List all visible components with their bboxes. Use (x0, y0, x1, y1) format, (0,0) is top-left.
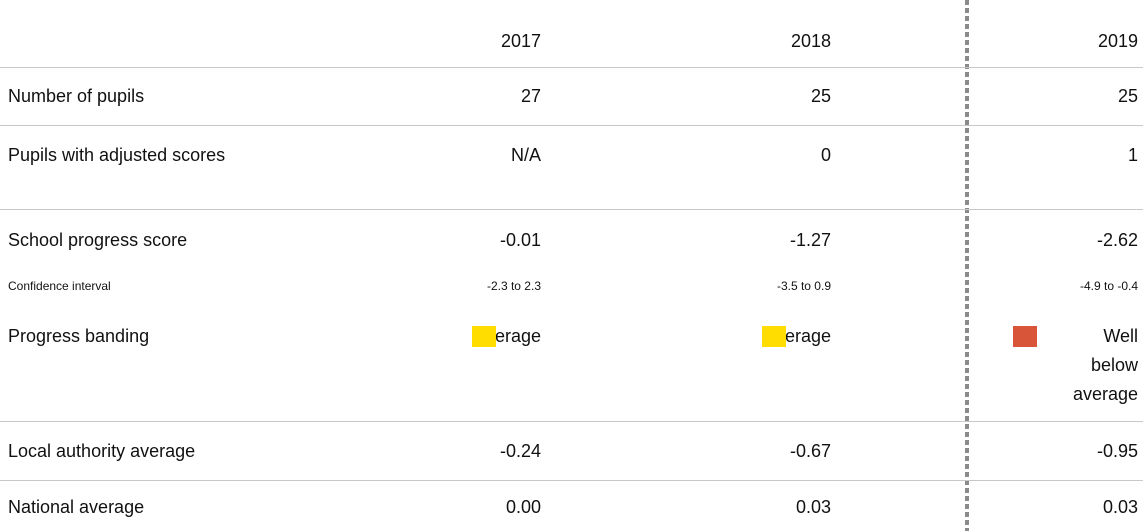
cell-value: 27 (520, 86, 541, 106)
row-label: Confidence interval (8, 279, 111, 293)
cell-value: 0.03 (1102, 497, 1138, 517)
cell-value: N/A (510, 145, 541, 165)
cell-value: -0.24 (499, 441, 541, 461)
cell-value: 25 (810, 86, 831, 106)
row-label: School progress score (8, 230, 188, 250)
banding-swatch (1013, 326, 1037, 347)
banding-swatch (472, 326, 497, 347)
row-label: Local authority average (8, 441, 196, 461)
cell-value: 1 (1127, 145, 1138, 165)
row-label: Progress banding (8, 326, 150, 346)
row-rule (0, 125, 1143, 126)
cell-value: 0 (820, 145, 831, 165)
banding-label: Well below average (1072, 326, 1138, 404)
cell-value: 0.03 (795, 497, 831, 517)
cell-value: -2.3 to 2.3 (486, 279, 541, 293)
row-rule (0, 67, 1143, 68)
cell-value: -0.95 (1096, 441, 1138, 461)
cell-value: -4.9 to -0.4 (1079, 279, 1138, 293)
column-header: 2018 (790, 31, 831, 51)
banding-swatch (762, 326, 787, 347)
row-label: Number of pupils (8, 86, 145, 106)
current-year-divider (965, 0, 969, 531)
cell-value: -1.27 (789, 230, 831, 250)
row-rule (0, 480, 1143, 481)
cell-value: -0.01 (499, 230, 541, 250)
row-rule (0, 421, 1143, 422)
column-header: 2017 (500, 31, 541, 51)
row-label: National average (8, 497, 145, 517)
cell-value: -0.67 (789, 441, 831, 461)
column-header: 2019 (1097, 31, 1138, 51)
cell-value: -3.5 to 0.9 (776, 279, 831, 293)
cell-value: 0.00 (505, 497, 541, 517)
row-label: Pupils with adjusted scores (8, 145, 226, 165)
cell-value: -2.62 (1096, 230, 1138, 250)
row-rule (0, 209, 1143, 210)
cell-value: 25 (1117, 86, 1138, 106)
